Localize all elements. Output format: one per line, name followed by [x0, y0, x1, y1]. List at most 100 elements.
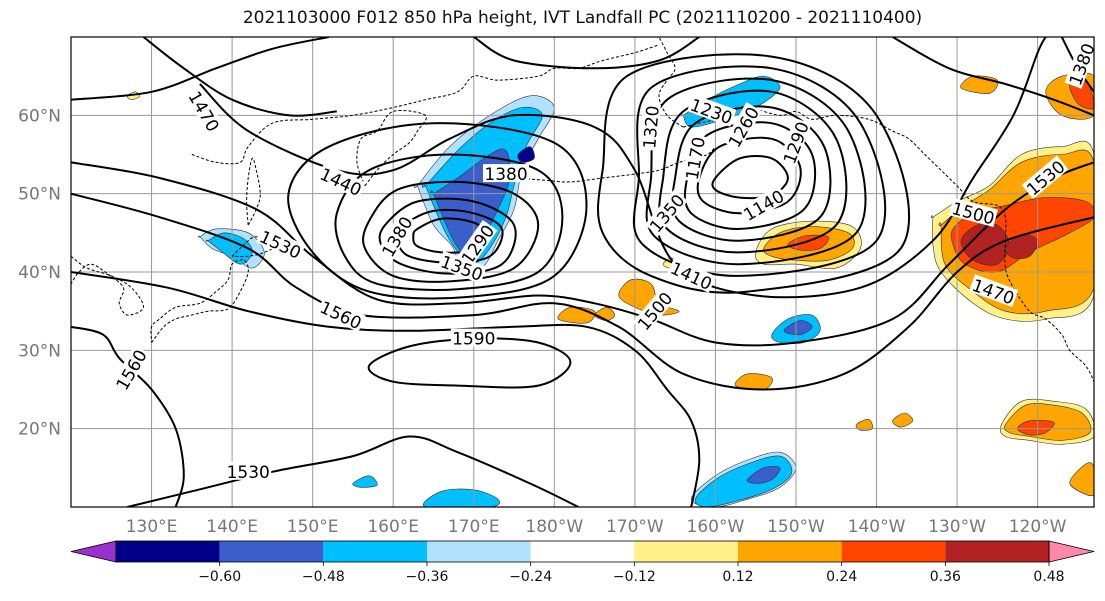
contour-low-east-1320 [632, 65, 887, 277]
contour-label-bg [185, 86, 225, 136]
contour-low-east-1290 [645, 77, 867, 266]
lon-tick-label: 150°W [767, 517, 825, 537]
contour-label-bg [639, 103, 661, 151]
lon-tick-label: 180°W [525, 517, 583, 537]
lon-tick-label: 130°E [126, 517, 178, 537]
contour-label-bg [738, 185, 788, 224]
contour-label-group: 1320 [639, 103, 664, 151]
colorbar-segment [738, 541, 842, 562]
coastline-kamchatka [356, 109, 427, 187]
contour-label-bg [1064, 39, 1094, 89]
map-title: 2021103000 F012 850 hPa height, IVT Land… [242, 8, 923, 28]
colorbar-segment [945, 541, 1049, 562]
colorbar-segment [219, 541, 324, 562]
contour-label-bg [632, 287, 676, 334]
colorbar-tick-label: −0.36 [406, 569, 449, 585]
contour-label-bg [681, 134, 708, 183]
lon-tick-label: 160°W [687, 517, 745, 537]
latitude-tick-labels: 20°N 30°N 40°N 50°N 60°N [18, 106, 61, 439]
contour-south-1530 [127, 435, 579, 507]
contour-ne-1410 [892, 37, 1094, 117]
contour-label-bg [316, 296, 366, 333]
contour-label-bg [948, 197, 999, 227]
contour-label: 1320 [640, 105, 664, 150]
contour-north-arc [71, 37, 330, 101]
colorbar-segment [634, 541, 738, 562]
contour-label-bg [377, 211, 416, 261]
lon-tick-label: 170°W [606, 517, 664, 537]
contour-label-bg [316, 163, 366, 199]
ivt-region-blue-band-core [517, 146, 535, 163]
contour-label-bg [687, 94, 737, 127]
ivt-region-orange-small-1 [892, 412, 914, 428]
ivt-region-red-hawaii [1017, 420, 1055, 436]
longitude-tick-labels: 130°E 140°E 150°E 160°E 170°E 180°W 170°W 160°W… [126, 517, 1067, 537]
contour-label-bg [225, 461, 272, 480]
contour-label-group: 1590 [450, 328, 497, 350]
contour-trough-1530 [71, 192, 1094, 391]
ivt-region-orange-ne-pac-core [787, 234, 830, 251]
contour-low-east-1350 [596, 53, 910, 294]
colorbar-segment [841, 541, 946, 562]
lat-tick-label: 30°N [18, 341, 61, 361]
lon-tick-label: 160°E [367, 517, 419, 537]
colorbar-tick-label: 0.24 [826, 569, 857, 585]
contour-label-bg [968, 274, 1019, 307]
colorbar-segment [530, 541, 635, 562]
colorbar-tick-label: −0.60 [198, 569, 241, 585]
contour-label-bg [723, 102, 763, 152]
contour-label-bg [483, 164, 529, 183]
ivt-region-blue-south-2 [423, 488, 501, 507]
lon-tick-label: 150°E [287, 517, 339, 537]
coastline-sakhalin [246, 157, 261, 226]
contour-line-1560 [71, 271, 701, 507]
ivt-region-orange-mid-1 [618, 278, 680, 316]
contour-label-group: 1380 [483, 164, 529, 185]
contour-label-group: 1560 [316, 296, 366, 334]
colorbar-tick-label: 0.48 [1033, 569, 1064, 585]
contour-label: 1530 [227, 463, 270, 483]
colorbar: −0.60 −0.48 −0.36 −0.24 −0.12 0.12 0.24 0.36 0.4… [70, 540, 1095, 585]
contour-low-west-1380 [362, 180, 540, 283]
contour-polar-1410 [473, 37, 700, 70]
contour-high-1590 [367, 337, 572, 389]
ivt-region-blue-mid-pac-inner [783, 320, 813, 336]
lon-tick-label: 170°E [448, 517, 500, 537]
contour-label-bg [1021, 155, 1069, 199]
colorbar-extend-low [70, 540, 117, 563]
colorbar-tick-label: −0.48 [302, 569, 345, 585]
contour-label-group: 1530 [225, 461, 272, 483]
lon-tick-label: 140°E [206, 517, 258, 537]
contour-low-east-1170 [696, 136, 802, 215]
contour-label-bg [456, 220, 498, 269]
ivt-region-blue-south-inner [747, 466, 781, 484]
lat-tick-label: 60°N [18, 106, 61, 126]
colorbar-tick-label: 0.36 [930, 569, 961, 585]
contour-low-east-1140 [711, 155, 789, 200]
colorbar-tick-label: −0.12 [613, 569, 656, 585]
ivt-region-orange-se-corner [1069, 462, 1094, 497]
contour-label-bg [111, 344, 150, 394]
colorbar-outline [115, 540, 1050, 563]
colorbar-segment [116, 541, 220, 562]
contour-trough-1500 [71, 161, 1094, 347]
lat-tick-label: 20°N [18, 420, 61, 440]
contour-label: 1380 [484, 165, 527, 185]
lon-tick-label: 130°W [928, 517, 986, 537]
lon-tick-label: 140°W [848, 517, 906, 537]
coastline-hokkaido [231, 236, 277, 258]
contour-label-bg [450, 328, 497, 347]
contour-label-bg [256, 225, 306, 262]
contour-label-bg [666, 257, 717, 293]
map-frame [70, 36, 1095, 508]
contour-west-1560 [71, 325, 185, 507]
contour-label-bg [644, 189, 689, 237]
contour-low-east-1200 [683, 121, 817, 230]
coastline-japan-coast [150, 259, 249, 343]
colorbar-segment [427, 541, 531, 562]
colorbar-tick-label: 0.12 [722, 569, 753, 585]
lat-tick-label: 40°N [18, 263, 61, 283]
contour-label: 1590 [452, 330, 495, 350]
coastline-asia-coast [71, 255, 145, 316]
